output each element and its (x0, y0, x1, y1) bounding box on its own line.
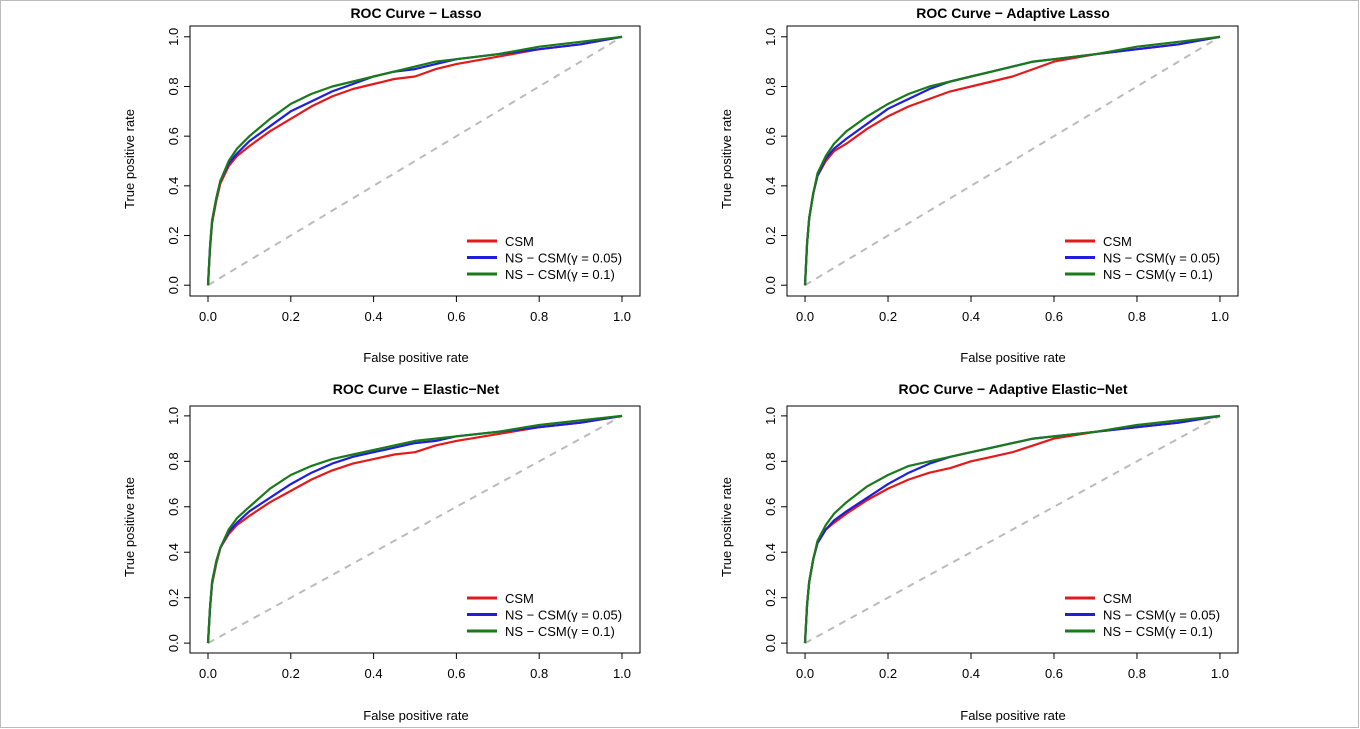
y-tick-label: 1.0 (166, 407, 181, 425)
x-axis-label: False positive rate (960, 708, 1066, 723)
legend-entry: NS − CSM(γ = 0.05) (1103, 251, 1220, 266)
plot-box (786, 405, 1239, 654)
x-tick-label: 0.0 (796, 309, 814, 324)
y-tick-label: 0.6 (763, 498, 778, 516)
plot-box (189, 405, 641, 654)
x-tick-label: 0.2 (282, 666, 300, 681)
y-tick-label: 0.8 (763, 452, 778, 470)
y-tick-label: 0.0 (763, 276, 778, 294)
plot-box (786, 25, 1239, 297)
x-tick-label: 0.4 (365, 666, 383, 681)
x-tick-label: 0.2 (879, 666, 897, 681)
series-line-ns-csm-0.1 (803, 35, 1221, 286)
chart-title: ROC Curve − Adaptive Lasso (916, 5, 1110, 21)
x-tick-label: 0.0 (796, 666, 814, 681)
plot-box (189, 25, 641, 297)
legend-entry: NS − CSM(γ = 0.1) (505, 624, 615, 639)
y-tick-label: 0.2 (763, 226, 778, 244)
y-tick-label: 0.6 (763, 127, 778, 145)
x-tick-label: 0.6 (447, 309, 465, 324)
x-axis-label: False positive rate (363, 708, 469, 723)
x-axis-label: False positive rate (960, 350, 1066, 365)
y-tick-label: 1.0 (763, 407, 778, 425)
y-tick-label: 0.0 (166, 276, 181, 294)
legend-entry: NS − CSM(γ = 0.05) (1103, 608, 1220, 623)
legend-entry: NS − CSM(γ = 0.1) (1103, 624, 1213, 639)
y-axis-label: True positive rate (719, 477, 734, 577)
chance-diagonal-line (804, 415, 1221, 644)
series-line-ns-csm-0.1 (206, 414, 623, 644)
x-tick-label: 0.4 (962, 666, 980, 681)
x-tick-label: 0.2 (282, 309, 300, 324)
x-tick-label: 0.8 (530, 309, 548, 324)
x-tick-label: 1.0 (613, 309, 631, 324)
y-tick-label: 1.0 (763, 28, 778, 46)
x-tick-label: 0.8 (1128, 666, 1146, 681)
chart-panel-2: ROC Curve − Adaptive Lasso False positive… (719, 5, 1239, 365)
x-tick-label: 0.6 (447, 666, 465, 681)
x-tick-label: 0.4 (365, 309, 383, 324)
y-tick-label: 0.8 (166, 77, 181, 95)
y-axis-label: True positive rate (719, 109, 734, 209)
x-tick-label: 0.6 (1045, 309, 1063, 324)
y-tick-label: 0.6 (166, 127, 181, 145)
chart-panel-3: ROC Curve − Elastic−Net False positive ra… (122, 381, 641, 723)
chart-title: ROC Curve − Lasso (350, 5, 481, 21)
series-line-ns-csm-0.1 (206, 35, 623, 286)
x-tick-label: 1.0 (1211, 666, 1229, 681)
x-tick-label: 0.4 (962, 309, 980, 324)
x-tick-label: 0.8 (530, 666, 548, 681)
y-tick-label: 0.8 (166, 452, 181, 470)
y-tick-label: 0.4 (166, 543, 181, 561)
y-tick-label: 0.4 (763, 543, 778, 561)
x-axis-label: False positive rate (363, 350, 469, 365)
legend-entry: NS − CSM(γ = 0.05) (505, 251, 622, 266)
chart-title: ROC Curve − Adaptive Elastic−Net (898, 381, 1127, 397)
y-tick-label: 0.6 (166, 498, 181, 516)
legend-entry: NS − CSM(γ = 0.05) (505, 608, 622, 623)
y-tick-label: 0.0 (166, 634, 181, 652)
y-tick-label: 0.2 (763, 589, 778, 607)
y-tick-label: 0.4 (166, 177, 181, 195)
x-tick-label: 0.2 (879, 309, 897, 324)
y-axis-label: True positive rate (122, 109, 137, 209)
chart-title: ROC Curve − Elastic−Net (333, 381, 500, 397)
y-tick-label: 1.0 (166, 28, 181, 46)
y-tick-label: 0.2 (166, 226, 181, 244)
x-tick-label: 1.0 (613, 666, 631, 681)
chance-diagonal-line (804, 35, 1221, 287)
x-tick-label: 0.0 (199, 309, 217, 324)
y-tick-label: 0.2 (166, 589, 181, 607)
y-tick-label: 0.0 (763, 634, 778, 652)
y-tick-label: 0.8 (763, 77, 778, 95)
legend-entry: NS − CSM(γ = 0.1) (505, 267, 615, 282)
x-tick-label: 0.8 (1128, 309, 1146, 324)
y-tick-label: 0.4 (763, 177, 778, 195)
chart-panel-4: ROC Curve − Adaptive Elastic−Net False po… (719, 381, 1239, 723)
legend-entry: NS − CSM(γ = 0.1) (1103, 267, 1213, 282)
series-line-ns-csm-0.05 (803, 35, 1221, 286)
x-tick-label: 0.6 (1045, 666, 1063, 681)
series-line-csm (803, 35, 1221, 286)
legend-entry: CSM (505, 234, 534, 249)
chance-diagonal-line (207, 35, 623, 287)
x-tick-label: 0.0 (199, 666, 217, 681)
legend-entry: CSM (505, 591, 534, 606)
chart-panel-1: ROC Curve − Lasso False positive rate True… (122, 5, 641, 365)
series-line-ns-csm-0.1 (803, 414, 1221, 644)
legend-entry: CSM (1103, 591, 1132, 606)
y-axis-label: True positive rate (122, 477, 137, 577)
legend-entry: CSM (1103, 234, 1132, 249)
x-tick-label: 1.0 (1211, 309, 1229, 324)
chance-diagonal-line (207, 415, 623, 644)
